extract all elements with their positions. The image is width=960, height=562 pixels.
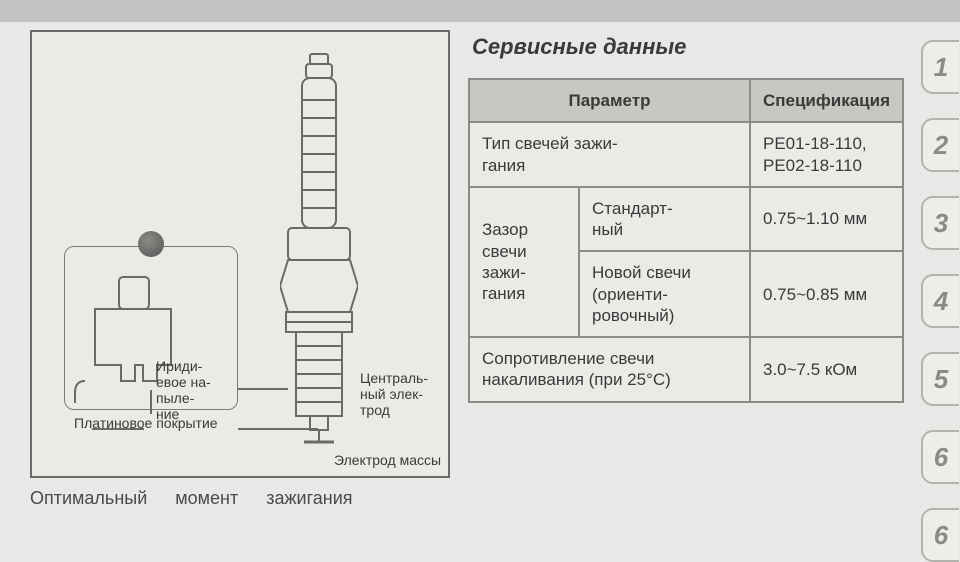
diagram-panel: Ириди- евое на- пыле- ние Платиновое пок…: [30, 30, 450, 540]
data-panel: Сервисные данные Параметр Спецификация Т…: [468, 30, 904, 540]
label-central-electrode: Централь- ный элек- трод: [360, 370, 440, 418]
side-tab[interactable]: 2: [921, 118, 959, 172]
th-spec: Спецификация: [750, 79, 903, 122]
cell-resist-value: 3.0~7.5 кОм: [750, 337, 903, 402]
cell-gap-new-label: Новой свечи (ориенти- ровочный): [579, 251, 750, 337]
label-ground-electrode: Электрод массы: [334, 452, 454, 468]
table-row: Зазор свечи зажи- гания Стандарт- ный 0.…: [469, 187, 903, 252]
side-tab[interactable]: 6: [921, 508, 959, 562]
side-tab[interactable]: 6: [921, 430, 959, 484]
caption-word-2: момент: [175, 488, 238, 509]
tip-dome-icon: [138, 231, 164, 257]
label-iridium: Ириди- евое на- пыле- ние: [156, 358, 246, 422]
table-row: Сопротивление свечи накаливания (при 25°…: [469, 337, 903, 402]
cell-type-value: PE01-18-110, PE02-18-110: [750, 122, 903, 187]
caption-word-3: зажигания: [266, 488, 352, 509]
spec-table: Параметр Спецификация Тип свечей зажи- г…: [468, 78, 904, 403]
cell-gap-std-label: Стандарт- ный: [579, 187, 750, 252]
page-content: Ириди- евое на- пыле- ние Платиновое пок…: [0, 24, 918, 540]
leader-iridium-v: [150, 390, 152, 414]
diagram-caption: Оптимальный момент зажигания: [30, 488, 450, 509]
top-darkbar: [0, 0, 960, 22]
cell-type-label: Тип свечей зажи- гания: [469, 122, 750, 187]
side-tab[interactable]: 3: [921, 196, 959, 250]
table-row: Параметр Спецификация: [469, 79, 903, 122]
leader-ground: [238, 428, 318, 430]
th-parameter: Параметр: [469, 79, 750, 122]
spark-plug-svg: [280, 50, 358, 450]
side-tab[interactable]: 5: [921, 352, 959, 406]
side-tab[interactable]: 1: [921, 40, 959, 94]
section-heading: Сервисные данные: [472, 34, 904, 60]
side-tabs: 1 2 3 4 5 6 6: [920, 40, 960, 562]
cell-resist-label: Сопротивление свечи накаливания (при 25°…: [469, 337, 750, 402]
cell-gap-new-value: 0.75~0.85 мм: [750, 251, 903, 337]
cell-gap-group: Зазор свечи зажи- гания: [469, 187, 579, 337]
caption-word-1: Оптимальный: [30, 488, 147, 509]
cell-gap-std-value: 0.75~1.10 мм: [750, 187, 903, 252]
diagram-frame: Ириди- евое на- пыле- ние Платиновое пок…: [30, 30, 450, 478]
table-row: Тип свечей зажи- гания PE01-18-110, PE02…: [469, 122, 903, 187]
label-platinum: Платиновое покрытие: [74, 415, 244, 431]
side-tab[interactable]: 4: [921, 274, 959, 328]
